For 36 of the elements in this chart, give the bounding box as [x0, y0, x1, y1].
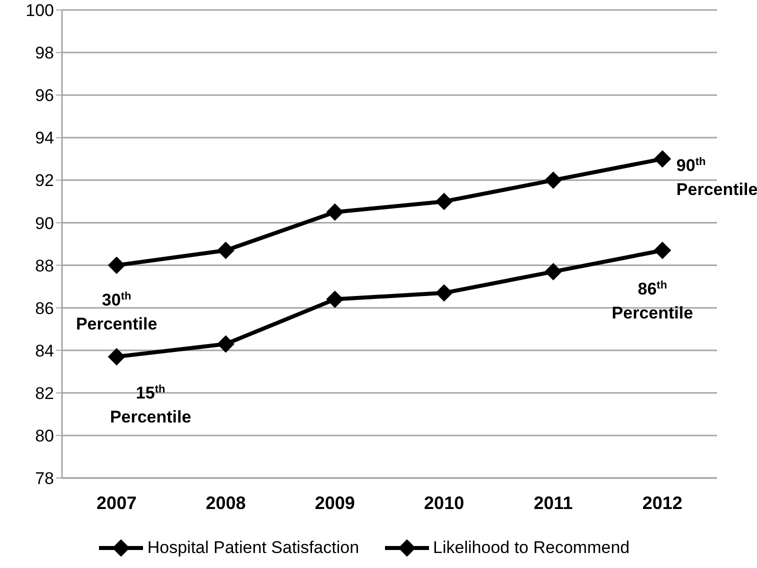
point — [436, 192, 453, 210]
x-tick-label: 2009 — [314, 492, 355, 513]
point — [654, 150, 671, 168]
x-tick-label: 2008 — [206, 492, 246, 513]
y-tick-label: 98 — [35, 44, 54, 63]
point — [654, 242, 671, 259]
y-tick-label: 100 — [26, 1, 54, 20]
point — [326, 204, 344, 221]
y-tick-label: 86 — [35, 298, 54, 318]
point — [544, 263, 562, 280]
y-tick-label: 96 — [35, 86, 54, 106]
legend-label: Likelihood to Recommend — [433, 538, 630, 558]
x-tick-label: 2011 — [534, 492, 573, 513]
y-tick-label: 78 — [35, 469, 54, 488]
point — [544, 172, 562, 189]
point — [436, 284, 453, 302]
annotation: 90$^{th}$ Percentile — [676, 156, 757, 199]
point — [108, 256, 126, 274]
y-tick-label: 80 — [35, 426, 54, 446]
legend-label: Hospital Patient Satisfaction — [147, 538, 360, 558]
y-tick-label: 90 — [35, 214, 54, 233]
y-tick-label: 92 — [35, 171, 54, 190]
y-tick-label: 84 — [35, 341, 54, 360]
annotation: 15$^{th}$ Percentile — [110, 384, 192, 427]
point — [217, 335, 234, 352]
x-tick-label: 2012 — [642, 492, 682, 513]
y-tick-label: 94 — [35, 128, 54, 148]
x-tick-label: 2007 — [96, 492, 137, 513]
annotation: 86$^{th}$ Percentile — [612, 279, 694, 322]
point — [326, 290, 344, 308]
annotation: 30$^{th}$ Percentile — [76, 290, 158, 334]
point — [108, 348, 126, 366]
point — [217, 242, 234, 259]
y-tick-label: 82 — [35, 384, 54, 403]
y-tick-label: 88 — [35, 256, 54, 276]
x-tick-label: 2010 — [424, 492, 464, 513]
